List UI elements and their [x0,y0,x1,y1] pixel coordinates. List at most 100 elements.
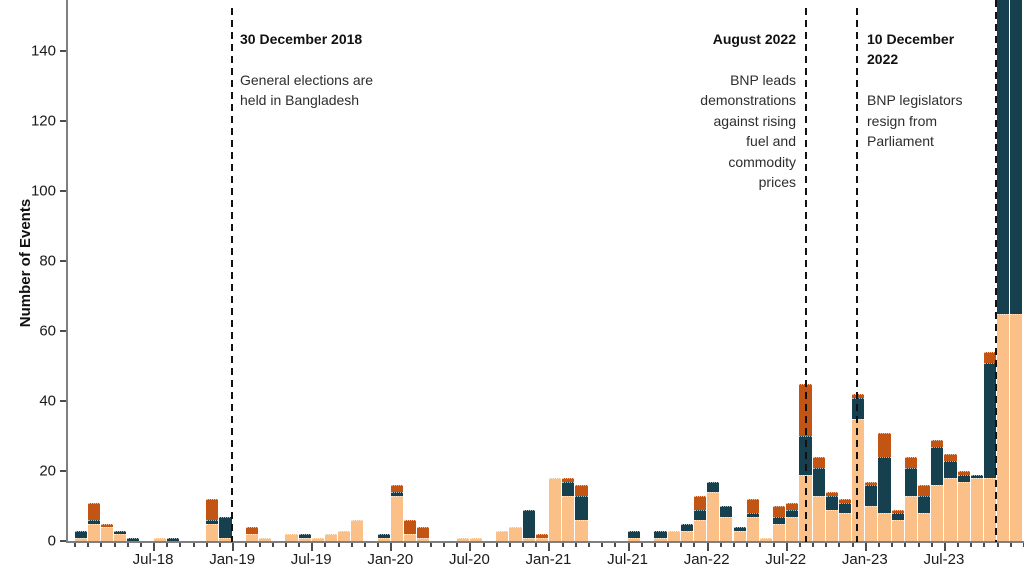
bar-segment-series-dark-teal [838,502,852,513]
annotation-text: BNP legislators resign from Parliament [867,92,963,149]
bar-segment-series-light-orange [680,530,693,541]
x-minor-tick-mark [126,543,129,547]
bar-segment-series-light-orange [311,537,324,541]
bar-month-55 [799,0,812,541]
bar-month-14 [259,0,272,541]
x-minor-tick-mark [522,543,525,547]
x-minor-tick-mark [825,543,828,547]
x-minor-tick-mark [179,543,182,547]
bar-segment-series-light-orange [931,485,944,541]
bar-month-36 [548,0,562,541]
x-minor-tick-mark [205,543,208,547]
bar-segment-series-light-orange [535,537,548,541]
x-major-tick-mark [785,543,788,551]
bar-segment-series-burnt-orange [245,527,258,534]
x-minor-tick-mark [1009,543,1012,547]
annotation-elections-2018: 30 December 2018 General elections are h… [240,8,420,131]
event-dashed-line-3 [995,0,998,542]
bar-segment-series-dark-teal [878,457,891,513]
bar-segment-series-burnt-orange [825,492,838,496]
bar-segment-series-burnt-orange [693,495,707,510]
bar-segment-series-burnt-orange [904,457,917,468]
bar-segment-series-light-orange [100,527,114,541]
x-minor-tick-mark [350,543,353,547]
y-tick-mark [60,330,66,332]
bar-segment-series-dark-teal [799,436,812,475]
bar-segment-series-light-orange [338,530,351,541]
bar-segment-series-light-orange [865,506,878,541]
bar-segment-series-light-orange [575,520,588,541]
x-minor-tick-mark [970,543,973,547]
bar-segment-series-burnt-orange [838,499,852,503]
bar-segment-series-dark-teal [628,530,641,538]
y-tick-mark [60,260,66,262]
x-minor-tick-mark [693,543,696,547]
bar-segment-series-dark-teal [997,0,1010,314]
bar-segment-series-dark-teal [680,523,693,531]
x-minor-tick-mark [74,543,76,547]
x-minor-tick-mark [667,543,670,547]
bar-segment-series-light-orange [733,530,746,541]
bar-segment-series-light-orange [983,478,997,541]
y-tick-label: 40 [39,392,56,410]
bar-segment-series-light-orange [245,534,258,541]
bar-month-20 [338,0,351,541]
bar-segment-series-dark-teal [944,460,957,478]
bar-month-51 [746,0,759,541]
bar-segment-series-dark-teal [786,509,799,517]
y-tick-mark [60,470,66,472]
x-minor-tick-mark [891,543,894,547]
x-minor-tick-mark [1022,543,1024,547]
bar-segment-series-burnt-orange [786,502,799,510]
bar-month-58 [838,0,852,541]
bar-month-35 [535,0,548,541]
bar-segment-series-dark-teal [693,509,707,520]
bar-segment-series-light-orange [285,534,298,541]
x-tick-label: Jan-19 [209,551,256,568]
x-minor-tick-mark [574,543,577,547]
x-major-tick-mark [390,543,393,551]
bar-segment-series-light-orange [562,495,575,541]
bar-month-65 [931,0,944,541]
bar-month-50 [733,0,746,541]
bar-segment-series-light-orange [206,523,219,541]
x-tick-label: Jul-19 [290,551,332,568]
bar-month-24 [390,0,403,541]
bar-segment-series-light-orange [812,495,825,541]
bar-segment-series-light-orange [746,516,759,541]
bar-segment-series-burnt-orange [562,478,575,482]
bar-segment-series-dark-teal [891,513,904,520]
x-minor-tick-mark [653,543,656,547]
bar-month-44 [654,0,667,541]
bar-month-11 [219,0,232,541]
bar-month-45 [667,0,680,541]
bar-segment-series-light-orange [548,478,562,541]
bar-segment-series-burnt-orange [535,534,548,538]
y-tick-mark [60,400,66,402]
bar-segment-series-light-orange [417,537,430,541]
bar-segment-series-dark-teal [931,446,944,485]
bar-segment-series-dark-teal [127,537,140,541]
x-minor-tick-mark [271,543,274,547]
bar-segment-series-dark-teal [377,534,390,538]
bar-segment-series-light-orange [259,537,272,541]
x-minor-tick-mark [719,543,722,547]
bar-segment-series-burnt-orange [100,523,114,527]
x-major-tick-mark [469,543,472,551]
y-tick-mark [60,190,66,192]
x-minor-tick-mark [298,543,301,547]
bar-month-67 [957,0,970,541]
event-dashed-line-0 [231,8,234,542]
bar-segment-series-light-orange [377,537,390,541]
bar-segment-series-light-orange [509,527,522,541]
bar-segment-series-light-orange [390,495,403,541]
bar-month-33 [509,0,522,541]
x-minor-tick-mark [258,543,261,547]
x-major-tick-mark [627,543,630,551]
x-minor-tick-mark [443,543,446,547]
x-major-tick-mark [548,543,551,551]
bar-segment-series-light-orange [720,516,733,541]
bar-month-0 [74,0,87,541]
bar-month-10 [206,0,219,541]
bar-segment-series-dark-teal [773,516,786,524]
